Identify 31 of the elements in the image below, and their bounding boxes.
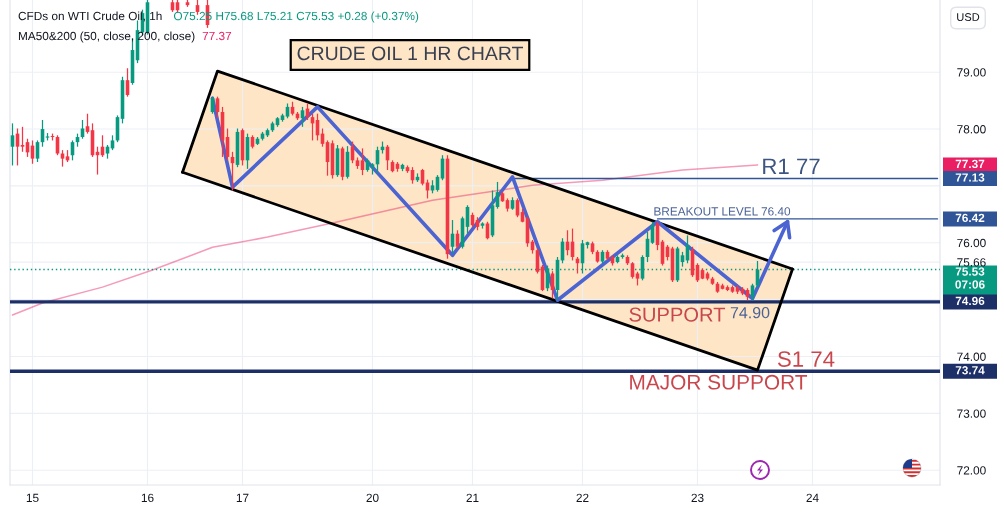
annotation: 74.90 [730, 306, 770, 319]
text: 77.13 [955, 173, 985, 182]
y-tick-label: 72.00 [957, 466, 986, 475]
x-tick-label: 22 [576, 493, 589, 502]
x-tick-label: 16 [141, 493, 154, 502]
text: 77.37 [955, 159, 985, 169]
text: 73.74 [955, 366, 985, 375]
text: USD [957, 13, 980, 21]
text: 76.42 [955, 213, 985, 223]
annotation: MAJOR SUPPORT [630, 374, 808, 390]
x-tick-label: 20 [366, 493, 379, 502]
annotation: S1 74 [777, 351, 835, 367]
y-tick-label: 73.00 [957, 409, 986, 418]
x-tick-label: 23 [691, 493, 704, 502]
y-tick-label: 76.00 [957, 238, 986, 248]
text: CRUDE OIL 1 HR CHART [297, 46, 523, 61]
annotation: 77.37 [202, 31, 232, 41]
y-tick-label: 74.00 [957, 352, 986, 361]
y-tick-label: 75.66 [957, 258, 986, 267]
x-tick-label: 21 [466, 493, 479, 502]
annotation: BREAKOUT LEVEL 76.40 [654, 207, 791, 216]
annotation: R1 77 [763, 158, 820, 174]
x-tick-label: 24 [806, 493, 819, 502]
y-tick-label: 78.00 [957, 125, 986, 134]
text: 75.53 [955, 267, 985, 276]
y-tick-label: 79.00 [957, 68, 986, 77]
annotation: SUPPORT [629, 307, 726, 322]
x-tick-label: 15 [26, 493, 39, 502]
text: 74.96 [955, 296, 985, 306]
text: 07:06 [955, 280, 985, 289]
x-tick-label: 17 [236, 493, 249, 502]
